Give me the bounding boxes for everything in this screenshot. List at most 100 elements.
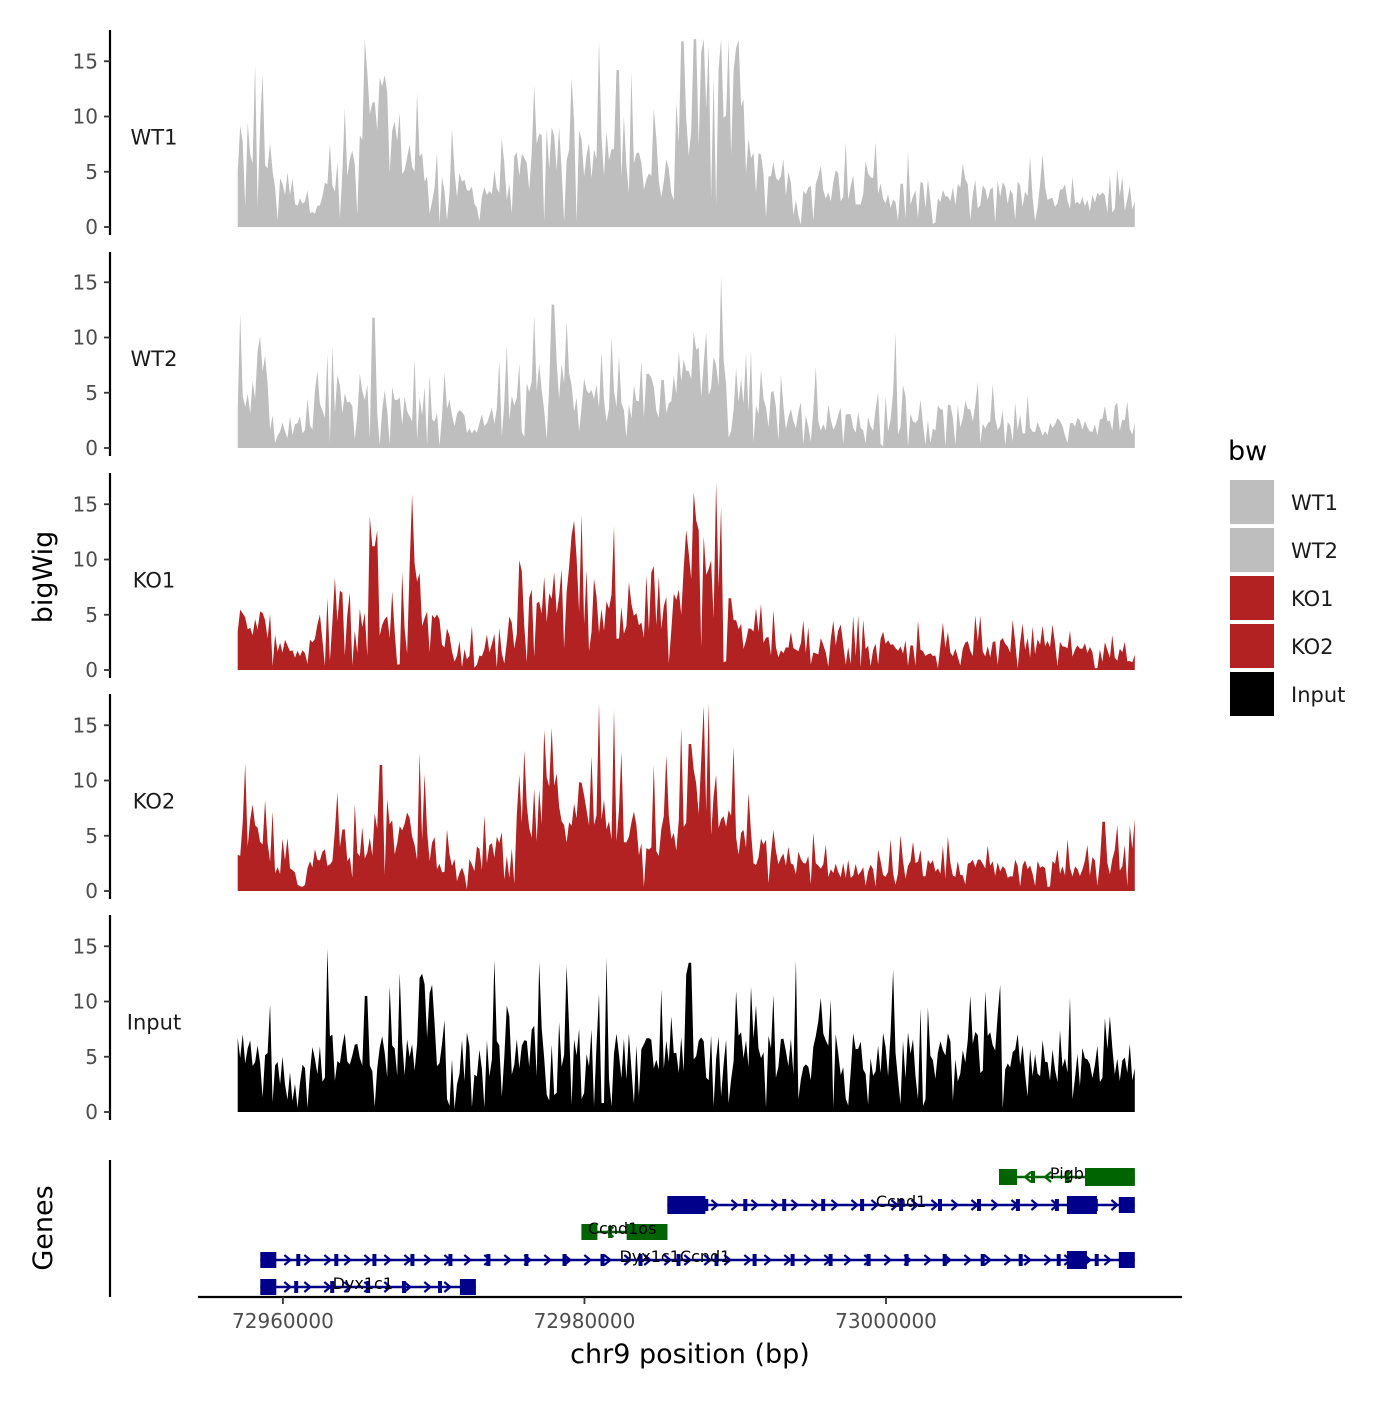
strand-chevron <box>963 1254 973 1266</box>
y-tick-label: 0 <box>85 1100 98 1124</box>
y-tick-label: 5 <box>85 160 98 184</box>
y-tick-label: 15 <box>73 934 98 958</box>
legend-swatch-ko2 <box>1230 624 1274 668</box>
gene-exon <box>821 1199 826 1211</box>
strand-chevron <box>850 1199 860 1211</box>
strand-chevron <box>990 1199 1000 1211</box>
gene-utr-block <box>1085 1168 1135 1186</box>
strand-chevron <box>343 1281 353 1293</box>
gene-label: Pigb <box>1050 1164 1084 1183</box>
strand-chevron <box>503 1254 513 1266</box>
gene-exon <box>600 1254 605 1266</box>
strand-chevron <box>1043 1254 1053 1266</box>
gene-utr-block <box>999 1169 1018 1185</box>
strand-chevron <box>343 1254 353 1266</box>
gene-exon <box>260 1252 277 1268</box>
strand-chevron <box>543 1254 553 1266</box>
y-tick-label: 15 <box>73 713 98 737</box>
gene-exon <box>938 1199 942 1211</box>
legend-swatch-ko1 <box>1230 576 1274 620</box>
y-axis-title-bigwig: bigWig <box>28 531 59 624</box>
strand-chevron <box>1023 1171 1032 1183</box>
gene-dyx1c1ccnd1: Dyx1c1Ccnd1 <box>260 1247 1135 1269</box>
gene-utr-block <box>626 1224 668 1240</box>
track-input: 0 5 10 15 Input <box>73 915 1135 1124</box>
strand-chevron <box>663 1254 673 1266</box>
strand-chevron <box>743 1254 753 1266</box>
x-tick-label: 73000000 <box>835 1309 937 1333</box>
gene-exon <box>782 1199 787 1211</box>
y-tick-label: 5 <box>85 603 98 627</box>
strand-chevron <box>1023 1254 1033 1266</box>
gene-exon <box>524 1254 529 1266</box>
gene-track: Pigb Ccnd1 Ccnd1os Dyx1c1Ccnd1 Dyx1c1 <box>108 1160 1135 1297</box>
strand-chevron <box>283 1281 293 1293</box>
legend-swatch-input <box>1230 672 1274 716</box>
strand-chevron <box>983 1254 993 1266</box>
gene-utr-block <box>667 1196 706 1214</box>
gene-exon <box>294 1281 299 1293</box>
gene-exon <box>1118 1252 1135 1268</box>
gene-dyx1c1: Dyx1c1 <box>260 1274 476 1295</box>
strand-chevron <box>930 1199 940 1211</box>
gene-ccnd1: Ccnd1 <box>667 1192 1135 1214</box>
strand-chevron <box>883 1254 893 1266</box>
gene-exon <box>1056 1254 1061 1266</box>
strand-chevron <box>423 1254 433 1266</box>
y-tick-label: 0 <box>85 215 98 239</box>
gene-exon <box>260 1279 277 1295</box>
gene-exon <box>1031 1171 1035 1183</box>
strand-chevron <box>923 1254 933 1266</box>
strand-chevron <box>810 1199 820 1211</box>
y-axis-title-genes: Genes <box>28 1185 59 1270</box>
gene-label: Dyx1c1Ccnd1 <box>619 1247 730 1266</box>
gene-exon <box>296 1254 301 1266</box>
strand-chevron <box>363 1254 373 1266</box>
strand-chevron <box>723 1254 733 1266</box>
track-wt2: 0 5 10 15 WT2 <box>73 252 1135 460</box>
track-ko1: 0 5 10 15 KO1 <box>73 473 1135 682</box>
strand-chevron <box>1030 1199 1040 1211</box>
y-tick-label: 15 <box>73 49 98 73</box>
gene-exon <box>410 1254 415 1266</box>
strand-chevron <box>463 1254 473 1266</box>
gene-exon <box>1118 1197 1135 1213</box>
y-tick-label: 10 <box>73 326 98 350</box>
gene-label: Ccnd1os <box>588 1219 657 1238</box>
strand-chevron <box>403 1254 413 1266</box>
strand-chevron <box>1003 1254 1013 1266</box>
strand-chevron <box>623 1254 633 1266</box>
y-tick-label: 0 <box>85 879 98 903</box>
strand-chevron <box>1043 1171 1052 1183</box>
y-tick-label: 15 <box>73 492 98 516</box>
strand-chevron <box>870 1199 880 1211</box>
y-tick-label: 10 <box>73 990 98 1014</box>
strand-chevron <box>783 1254 793 1266</box>
gene-exon <box>980 1254 985 1266</box>
gene-exon <box>704 1199 709 1211</box>
x-axis: 72960000 72980000 73000000 <box>198 1295 1182 1333</box>
gene-exon <box>904 1254 909 1266</box>
legend-label-ko2: KO2 <box>1291 635 1334 659</box>
y-tick-label: 10 <box>73 769 98 793</box>
gene-exon <box>366 1281 371 1293</box>
gene-exon <box>977 1199 981 1211</box>
gene-exon <box>562 1254 567 1266</box>
strand-chevron <box>950 1199 960 1211</box>
strand-chevron <box>830 1199 840 1211</box>
gene-exon <box>334 1254 339 1266</box>
gene-exon <box>638 1254 643 1266</box>
strand-chevron <box>770 1199 780 1211</box>
gene-exon <box>899 1199 904 1211</box>
strand-chevron <box>750 1199 760 1211</box>
strand-chevron <box>730 1199 740 1211</box>
strand-chevron <box>763 1254 773 1266</box>
legend-label-ko1: KO1 <box>1291 587 1334 611</box>
gene-exon <box>330 1281 335 1293</box>
gene-exon <box>581 1224 598 1240</box>
gene-exon <box>743 1199 748 1211</box>
gene-label: Ccnd1 <box>876 1192 926 1211</box>
coverage-area-input <box>237 948 1135 1112</box>
